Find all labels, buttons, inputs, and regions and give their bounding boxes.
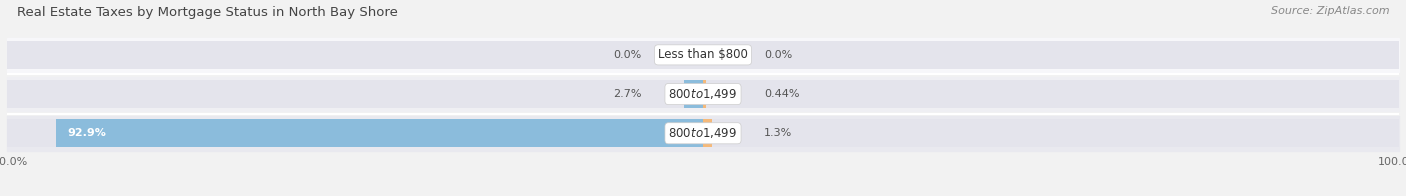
Text: 0.0%: 0.0% bbox=[613, 50, 641, 60]
Bar bbox=[7, 80, 703, 108]
Bar bbox=[703, 80, 706, 108]
Text: 0.44%: 0.44% bbox=[765, 89, 800, 99]
Bar bbox=[703, 119, 1399, 147]
Text: Less than $800: Less than $800 bbox=[658, 48, 748, 61]
Bar bbox=[7, 77, 1399, 111]
Text: 1.3%: 1.3% bbox=[765, 128, 793, 138]
Text: 2.7%: 2.7% bbox=[613, 89, 641, 99]
Bar bbox=[7, 116, 1399, 151]
Bar bbox=[703, 119, 711, 147]
Text: 92.9%: 92.9% bbox=[67, 128, 105, 138]
Text: 0.0%: 0.0% bbox=[765, 50, 793, 60]
Text: Source: ZipAtlas.com: Source: ZipAtlas.com bbox=[1271, 6, 1389, 16]
Text: $800 to $1,499: $800 to $1,499 bbox=[668, 87, 738, 101]
Bar bbox=[703, 41, 1399, 69]
Bar bbox=[7, 119, 703, 147]
Bar bbox=[685, 80, 703, 108]
Text: $800 to $1,499: $800 to $1,499 bbox=[668, 126, 738, 140]
Bar bbox=[7, 41, 703, 69]
Bar bbox=[703, 80, 1399, 108]
Text: Real Estate Taxes by Mortgage Status in North Bay Shore: Real Estate Taxes by Mortgage Status in … bbox=[17, 6, 398, 19]
Bar bbox=[7, 38, 1399, 72]
Bar bbox=[56, 119, 703, 147]
